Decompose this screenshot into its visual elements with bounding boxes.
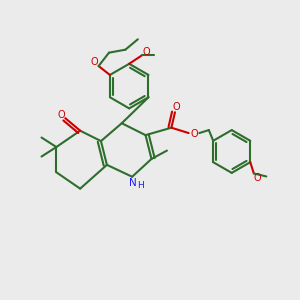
Text: N: N xyxy=(129,178,136,188)
Text: O: O xyxy=(254,173,261,183)
Text: O: O xyxy=(172,103,180,112)
Text: O: O xyxy=(142,47,150,57)
Text: O: O xyxy=(91,57,98,67)
Text: O: O xyxy=(190,129,198,139)
Text: H: H xyxy=(137,181,144,190)
Text: O: O xyxy=(57,110,64,120)
